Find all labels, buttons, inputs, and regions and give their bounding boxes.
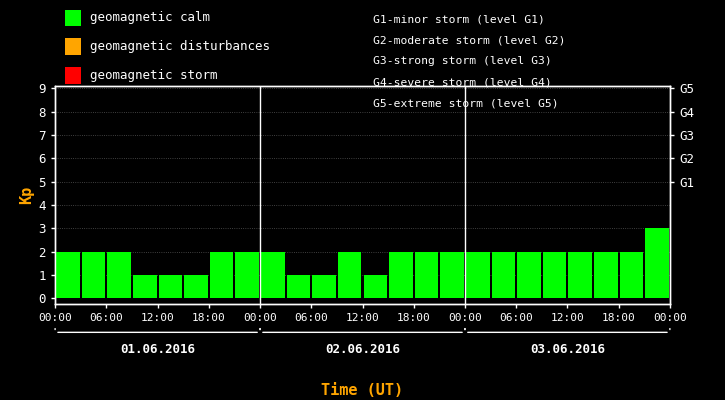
Bar — [466, 252, 489, 298]
Bar — [312, 275, 336, 298]
Bar — [517, 252, 541, 298]
Text: G3-strong storm (level G3): G3-strong storm (level G3) — [373, 56, 552, 66]
Bar — [645, 228, 669, 298]
Bar — [184, 275, 208, 298]
Text: G5-extreme storm (level G5): G5-extreme storm (level G5) — [373, 98, 559, 108]
Bar — [363, 275, 387, 298]
Bar — [338, 252, 362, 298]
Bar — [236, 252, 259, 298]
Text: geomagnetic calm: geomagnetic calm — [90, 12, 210, 24]
Bar — [82, 252, 105, 298]
Bar — [261, 252, 285, 298]
Bar — [620, 252, 643, 298]
Bar — [440, 252, 464, 298]
Text: Time (UT): Time (UT) — [321, 383, 404, 398]
Text: geomagnetic disturbances: geomagnetic disturbances — [90, 40, 270, 53]
Bar — [107, 252, 131, 298]
Text: geomagnetic storm: geomagnetic storm — [90, 69, 218, 82]
Bar — [159, 275, 182, 298]
Text: 03.06.2016: 03.06.2016 — [530, 343, 605, 356]
Bar — [133, 275, 157, 298]
Text: G4-severe storm (level G4): G4-severe storm (level G4) — [373, 77, 552, 87]
Bar — [543, 252, 566, 298]
Bar — [389, 252, 413, 298]
Text: 01.06.2016: 01.06.2016 — [120, 343, 195, 356]
Bar — [210, 252, 233, 298]
Text: G2-moderate storm (level G2): G2-moderate storm (level G2) — [373, 36, 566, 46]
Text: 02.06.2016: 02.06.2016 — [325, 343, 400, 356]
Bar — [56, 252, 80, 298]
Text: G1-minor storm (level G1): G1-minor storm (level G1) — [373, 15, 545, 25]
Bar — [415, 252, 439, 298]
Bar — [492, 252, 515, 298]
Bar — [286, 275, 310, 298]
Y-axis label: Kp: Kp — [20, 186, 34, 204]
Bar — [568, 252, 592, 298]
Bar — [594, 252, 618, 298]
